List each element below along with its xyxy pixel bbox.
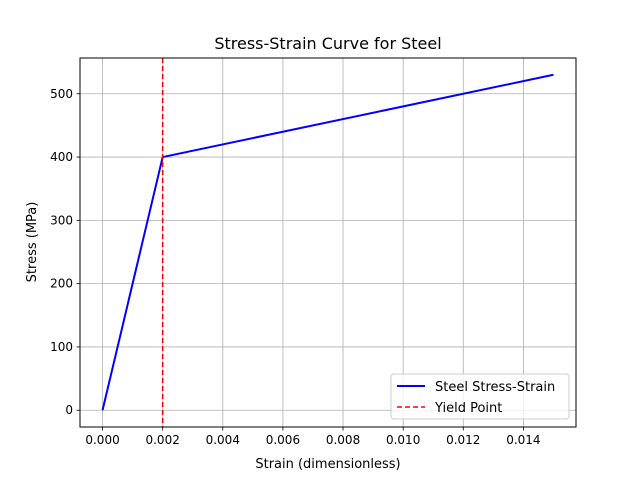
x-tick-label: 0.012 <box>446 433 480 447</box>
y-tick-label: 400 <box>50 150 73 164</box>
legend: Steel Stress-Strain Yield Point <box>390 373 570 420</box>
data-layer <box>101 58 554 427</box>
y-tick-label: 100 <box>50 340 73 354</box>
y-axis-label: Stress (MPa) <box>25 202 40 283</box>
plot-frame <box>79 57 577 428</box>
x-tick-label: 0.000 <box>85 433 119 447</box>
x-axis-label: Strain (dimensionless) <box>255 457 400 472</box>
y-tick-label: 0 <box>65 403 73 417</box>
y-tick-label: 200 <box>50 277 73 291</box>
legend-label-yield: Yield Point <box>434 401 502 416</box>
x-tick-label: 0.008 <box>326 433 360 447</box>
legend-label-steel: Steel Stress-Strain <box>435 380 555 395</box>
axis-ticks: 0.000 0.002 0.004 0.006 0.008 0.010 0.012 0.014… <box>50 87 540 447</box>
y-tick-label: 500 <box>50 87 73 101</box>
y-tick-label: 300 <box>50 213 73 227</box>
x-tick-label: 0.006 <box>266 433 300 447</box>
plot-area <box>80 58 576 427</box>
x-tick-label: 0.014 <box>506 433 540 447</box>
x-tick-label: 0.004 <box>206 433 240 447</box>
chart-title: Stress-Strain Curve for Steel <box>214 34 441 53</box>
x-tick-label: 0.010 <box>386 433 420 447</box>
x-tick-label: 0.002 <box>145 433 179 447</box>
legend-box <box>390 373 570 420</box>
